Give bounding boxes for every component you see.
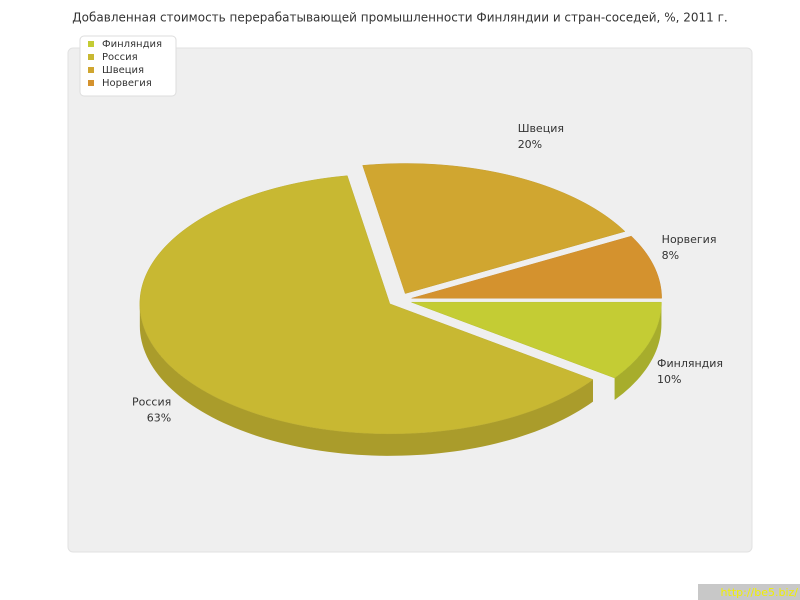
legend-swatch	[88, 41, 94, 47]
data-label-name: Швеция	[518, 122, 564, 135]
data-label-value: 8%	[662, 249, 679, 262]
watermark-bg	[698, 584, 800, 600]
data-label-value: 20%	[518, 138, 542, 151]
legend-label: Швеция	[102, 65, 144, 76]
legend-swatch	[88, 67, 94, 73]
legend-swatch	[88, 80, 94, 86]
data-label-name: Норвегия	[662, 233, 717, 246]
pie-slice	[411, 235, 662, 299]
pie-slice	[362, 163, 626, 294]
data-label-value: 63%	[147, 411, 171, 424]
chart-title: Добавленная стоимость перерабатывающей п…	[72, 11, 727, 25]
pie-slice-side	[139, 303, 593, 456]
data-label-name: Россия	[132, 395, 171, 408]
data-label-name: Финляндия	[657, 357, 723, 370]
pie-tops	[139, 163, 662, 435]
legend: Финляндия Россия Швеция Норвегия	[79, 35, 177, 97]
pie-walls	[139, 302, 662, 456]
legend-box	[79, 35, 177, 97]
legend-label: Норвегия	[102, 78, 152, 89]
pie-slice	[139, 175, 594, 435]
legend-swatch	[88, 54, 94, 60]
pie-slice	[411, 301, 662, 379]
data-label-value: 10%	[657, 373, 681, 386]
watermark: http://be5.biz/	[721, 586, 799, 599]
legend-label: Россия	[102, 52, 138, 63]
legend-label: Финляндия	[102, 39, 162, 50]
pie-slice-side	[614, 302, 662, 400]
